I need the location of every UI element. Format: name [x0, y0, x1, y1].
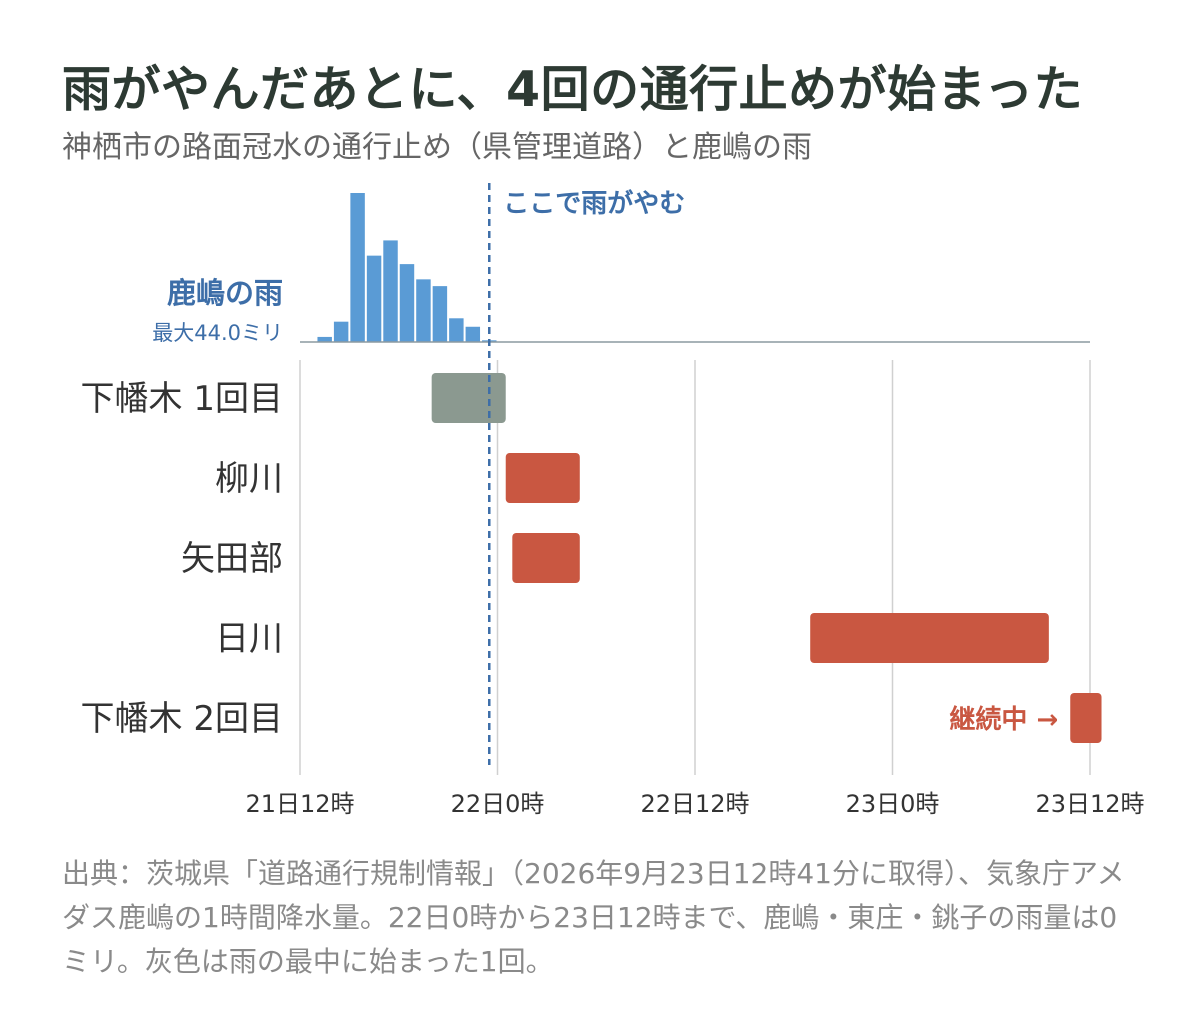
x-tick-label: 21日12時	[245, 790, 354, 818]
x-tick-label: 22日0時	[451, 790, 545, 818]
rain-bar	[449, 318, 464, 342]
closure-bars	[431, 373, 1102, 743]
rain-bar	[399, 264, 415, 342]
rain-bar	[416, 279, 431, 342]
rain-stop-annotation: ここで雨がやむ	[503, 188, 685, 219]
row-label: 下幡木 2回目	[81, 699, 283, 739]
ongoing-annotation: 継続中 →	[949, 704, 1058, 735]
rain-bar	[432, 286, 448, 342]
x-tick-label: 23日12時	[1035, 790, 1144, 818]
closure-bar	[810, 613, 1049, 663]
row-label: 下幡木 1回目	[81, 379, 283, 419]
chart-subtitle: 神栖市の路面冠水の通行止め（県管理道路）と鹿嶋の雨	[62, 130, 812, 165]
rain-bar	[350, 193, 365, 342]
rain-bar	[465, 326, 481, 342]
closure-bar	[431, 373, 506, 423]
rain-series-label: 鹿嶋の雨	[167, 276, 283, 310]
row-label: 矢田部	[181, 539, 283, 579]
x-tick-label: 22日12時	[640, 790, 749, 818]
rain-max-label: 最大44.0ミリ	[152, 321, 283, 345]
chart-title: 雨がやんだあとに、4回の通行止めが始まった	[62, 61, 1084, 118]
closure-bar	[1070, 693, 1102, 743]
rain-bars	[317, 193, 497, 342]
closure-bar	[505, 453, 580, 503]
closure-bar	[512, 533, 580, 583]
rain-bar	[366, 255, 382, 342]
source-note: 出典：茨城県「道路通行規制情報」（2026年9月23日12時41分に取得）、気象…	[62, 857, 1125, 978]
rain-bar	[333, 321, 349, 342]
x-tick-labels: 21日12時 22日0時 22日12時 23日0時 23日12時	[245, 790, 1144, 818]
rain-bar	[383, 240, 398, 342]
row-label: 日川	[215, 619, 283, 659]
rain-bar	[317, 336, 332, 342]
row-label: 柳川	[215, 459, 283, 499]
x-tick-label: 23日0時	[846, 790, 940, 818]
